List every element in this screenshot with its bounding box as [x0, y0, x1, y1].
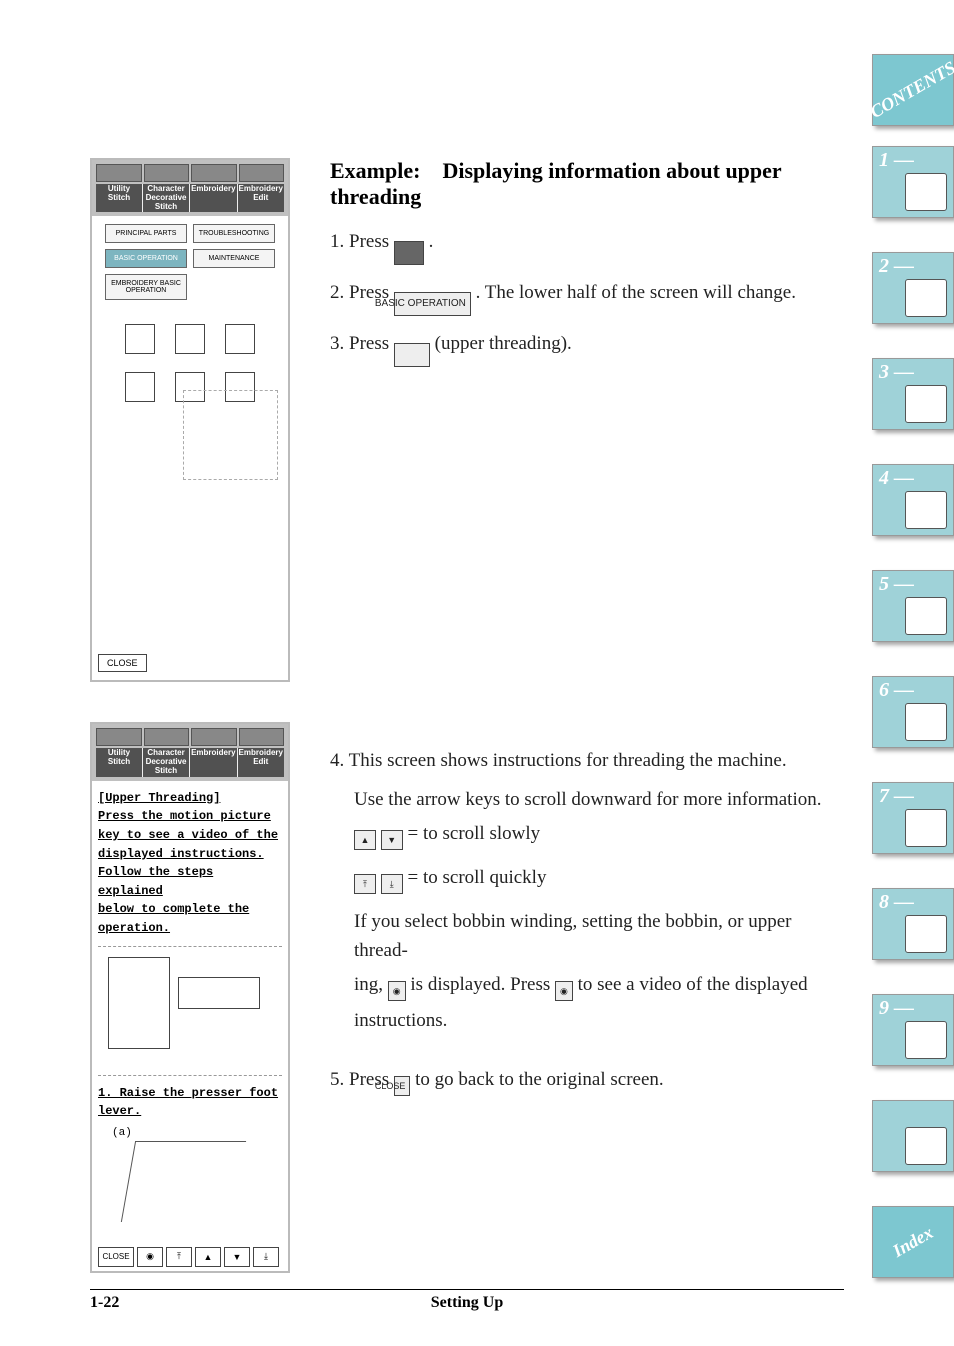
tab-index-label: Index	[889, 1222, 937, 1262]
video-inline-icon-1: ◉	[388, 981, 406, 1001]
tab-6-icon	[905, 703, 947, 741]
step-5: 5. Press CLOSE to go back to the origina…	[330, 1066, 840, 1096]
tab-3-icon	[905, 385, 947, 423]
tab-1-icon	[905, 173, 947, 211]
help-mode-icon: ?	[394, 241, 424, 265]
tab-6[interactable]: 6 —	[872, 676, 954, 748]
step-4: 4. This screen shows instructions for th…	[330, 747, 840, 776]
maintenance-button[interactable]: MAINTENANCE	[193, 249, 275, 268]
tab-ref[interactable]	[872, 1100, 954, 1172]
tab-5[interactable]: 5 —	[872, 570, 954, 642]
upper-threading-title: [Upper Threading]	[98, 789, 282, 808]
up-icon[interactable]: ▲	[195, 1247, 221, 1267]
principal-parts-button[interactable]: PRINCIPAL PARTS	[105, 224, 187, 243]
tab-contents-label: CONTENTS	[867, 57, 954, 123]
scroll-up-icon: ▲	[354, 830, 376, 850]
page-footer: 1-22 Setting Up	[90, 1289, 844, 1312]
threading-diagram-2: (a)	[98, 1121, 282, 1241]
operation-icons	[98, 320, 282, 484]
embroidery-basic-button[interactable]: EMBROIDERY BASIC OPERATION	[105, 274, 187, 300]
threading-diagram-1	[98, 946, 282, 1076]
down-icon[interactable]: ▼	[224, 1247, 250, 1267]
tab-contents[interactable]: CONTENTS	[872, 54, 954, 126]
tab-8-icon	[905, 915, 947, 953]
tab-3[interactable]: 3 —	[872, 358, 954, 430]
tab-5-icon	[905, 597, 947, 635]
tab-7-icon	[905, 809, 947, 847]
tab-2-icon	[905, 279, 947, 317]
scroll-fast-down-icon: ⤓	[381, 874, 403, 894]
tab-9-icon	[905, 1021, 947, 1059]
lcd-screenshot-1: Utility Stitch Character Decorative Stit…	[90, 158, 290, 682]
section-title: Setting Up	[431, 1294, 503, 1312]
fast-up-icon[interactable]: ⤒	[166, 1247, 192, 1267]
upper-threading-icon	[394, 343, 430, 367]
example-heading: Example: Displaying information about up…	[330, 158, 840, 210]
tab-1[interactable]: 1 —	[872, 146, 954, 218]
step-1: 1. Press ? .	[330, 228, 840, 265]
lcd-screenshot-2: Utility Stitch Character Decorative Stit…	[90, 722, 290, 1272]
close-button-1[interactable]: CLOSE	[98, 654, 147, 672]
tab-4[interactable]: 4 —	[872, 464, 954, 536]
video-icon[interactable]: ◉	[137, 1247, 163, 1267]
close-button-2[interactable]: CLOSE	[98, 1247, 134, 1267]
basic-operation-button[interactable]: BASIC OPERATION	[105, 249, 187, 268]
tab-ref-icon	[905, 1127, 947, 1165]
step-2: 2. Press BASIC OPERATION . The lower hal…	[330, 279, 840, 316]
scroll-fast-up-icon: ⤒	[354, 874, 376, 894]
tab-2[interactable]: 2 —	[872, 252, 954, 324]
troubleshooting-button[interactable]: TROUBLESHOOTING	[193, 224, 275, 243]
tab-index[interactable]: Index	[872, 1206, 954, 1278]
close-inline-button: CLOSE	[394, 1076, 411, 1096]
tab-7[interactable]: 7 —	[872, 782, 954, 854]
basic-operation-inline-button: BASIC OPERATION	[394, 292, 471, 316]
fast-down-icon[interactable]: ⤓	[253, 1247, 279, 1267]
chapter-tabs: CONTENTS 1 — 2 — 3 — 4 — 5 — 6 — 7 — 8 —…	[872, 54, 954, 1312]
tab-4-icon	[905, 491, 947, 529]
tab-9[interactable]: 9 —	[872, 994, 954, 1066]
tab-8[interactable]: 8 —	[872, 888, 954, 960]
page-number: 1-22	[90, 1294, 119, 1312]
scroll-down-icon: ▼	[381, 830, 403, 850]
step-3: 3. Press (upper threading).	[330, 330, 840, 367]
video-inline-icon-2: ◉	[555, 981, 573, 1001]
